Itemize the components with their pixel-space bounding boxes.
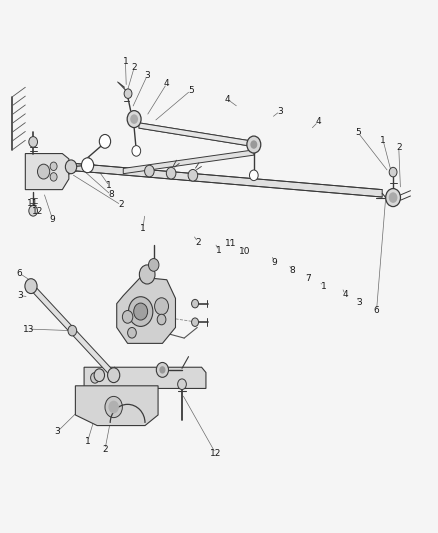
Text: 4: 4 xyxy=(343,290,348,299)
Text: 8: 8 xyxy=(289,266,295,275)
Circle shape xyxy=(148,259,159,271)
Text: 3: 3 xyxy=(54,427,60,437)
Circle shape xyxy=(166,167,176,179)
Text: 6: 6 xyxy=(374,306,379,315)
Text: 8: 8 xyxy=(108,190,114,199)
Text: 2: 2 xyxy=(118,200,124,209)
Text: 1: 1 xyxy=(85,437,90,446)
Text: 1: 1 xyxy=(123,57,128,66)
Text: 13: 13 xyxy=(23,325,34,334)
Polygon shape xyxy=(75,386,158,425)
Text: 11: 11 xyxy=(226,239,237,248)
Circle shape xyxy=(128,297,153,326)
Circle shape xyxy=(188,169,198,181)
Circle shape xyxy=(191,318,198,326)
Text: 2: 2 xyxy=(102,445,108,454)
Text: 2: 2 xyxy=(396,143,402,152)
Text: 2: 2 xyxy=(131,63,137,72)
Circle shape xyxy=(178,379,186,390)
Polygon shape xyxy=(29,284,115,377)
Text: 1: 1 xyxy=(216,246,222,255)
Text: 3: 3 xyxy=(17,291,22,300)
Polygon shape xyxy=(139,123,254,147)
Circle shape xyxy=(247,136,261,153)
Circle shape xyxy=(105,397,122,418)
Text: 1: 1 xyxy=(140,224,146,233)
Text: 12: 12 xyxy=(210,449,221,458)
Circle shape xyxy=(156,362,169,377)
Circle shape xyxy=(130,114,138,124)
Circle shape xyxy=(389,167,397,177)
Text: 7: 7 xyxy=(305,273,311,282)
Circle shape xyxy=(191,300,198,308)
Circle shape xyxy=(124,89,132,99)
Circle shape xyxy=(122,311,133,323)
Circle shape xyxy=(157,314,166,325)
Circle shape xyxy=(65,160,77,174)
Text: 3: 3 xyxy=(357,298,363,307)
Polygon shape xyxy=(25,154,69,190)
Circle shape xyxy=(25,279,37,294)
Text: 4: 4 xyxy=(315,117,321,126)
Circle shape xyxy=(29,206,38,216)
Text: 4: 4 xyxy=(164,79,170,88)
Circle shape xyxy=(251,140,257,149)
Circle shape xyxy=(38,164,49,179)
Circle shape xyxy=(134,303,148,320)
Polygon shape xyxy=(84,367,206,389)
Circle shape xyxy=(250,170,258,181)
Circle shape xyxy=(389,192,397,203)
Text: 6: 6 xyxy=(17,269,22,278)
Circle shape xyxy=(155,298,169,315)
Text: 5: 5 xyxy=(355,128,361,138)
Circle shape xyxy=(94,369,105,382)
Polygon shape xyxy=(117,277,176,343)
Circle shape xyxy=(81,158,94,173)
Text: 1: 1 xyxy=(321,281,326,290)
Polygon shape xyxy=(123,150,254,174)
Circle shape xyxy=(99,134,111,148)
Text: 10: 10 xyxy=(239,247,250,256)
Circle shape xyxy=(29,136,38,147)
Circle shape xyxy=(68,325,77,336)
Circle shape xyxy=(127,327,136,338)
Text: 1: 1 xyxy=(106,181,112,190)
Circle shape xyxy=(108,368,120,383)
Circle shape xyxy=(139,265,155,284)
Circle shape xyxy=(91,373,99,383)
Text: 12: 12 xyxy=(32,207,43,216)
Text: 11: 11 xyxy=(27,199,39,208)
Circle shape xyxy=(386,189,400,207)
Circle shape xyxy=(145,165,154,177)
Circle shape xyxy=(50,173,57,181)
Circle shape xyxy=(132,146,141,156)
Text: 3: 3 xyxy=(144,71,150,80)
Text: 9: 9 xyxy=(272,258,278,266)
Circle shape xyxy=(159,366,166,374)
Polygon shape xyxy=(71,163,382,197)
Circle shape xyxy=(127,111,141,127)
Text: 3: 3 xyxy=(277,107,283,116)
Text: 4: 4 xyxy=(225,95,230,104)
Text: 5: 5 xyxy=(188,86,194,95)
Circle shape xyxy=(50,162,57,171)
Text: 9: 9 xyxy=(50,215,56,224)
Circle shape xyxy=(109,401,119,414)
Text: 2: 2 xyxy=(195,238,201,247)
Text: 1: 1 xyxy=(380,136,386,145)
